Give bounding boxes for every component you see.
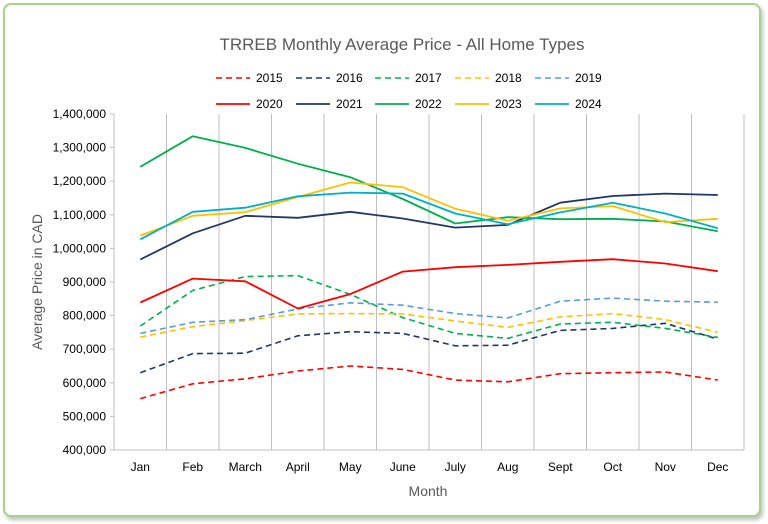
y-axis-ticks: 400,000 500,000 600,000 700,000 800,000 900,0… xyxy=(53,107,114,457)
x-tick-label: Aug xyxy=(497,460,518,474)
series-line-2020 xyxy=(139,258,718,310)
legend-label-2015: 2015 xyxy=(256,71,283,85)
series-line-2016 xyxy=(140,322,719,374)
legend-label-2024: 2024 xyxy=(575,97,602,111)
series-line-2019 xyxy=(140,297,718,335)
legend-label-2018: 2018 xyxy=(495,71,522,85)
y-axis-title: Average Price in CAD xyxy=(29,214,45,350)
x-tick-label: May xyxy=(339,460,362,474)
x-tick-label: July xyxy=(445,460,466,474)
x-tick-label: March xyxy=(229,460,262,474)
y-tick-label: 1,400,000 xyxy=(53,107,107,121)
legend-label-2023: 2023 xyxy=(495,97,522,111)
x-tick-label: Dec xyxy=(707,460,728,474)
y-tick-label: 1,300,000 xyxy=(53,141,107,155)
y-tick-label: 400,000 xyxy=(63,443,107,457)
series-line-2024 xyxy=(139,191,719,241)
y-tick-label: 500,000 xyxy=(63,409,107,423)
series-line-2021 xyxy=(139,192,718,261)
legend-label-2022: 2022 xyxy=(415,97,442,111)
x-tick-label: Nov xyxy=(655,460,676,474)
legend-label-2020: 2020 xyxy=(256,97,283,111)
y-tick-label: 700,000 xyxy=(63,342,107,356)
legend-label-2021: 2021 xyxy=(336,97,363,111)
chart-title: TRREB Monthly Average Price - All Home T… xyxy=(219,35,584,54)
legend-label-2017: 2017 xyxy=(415,71,442,85)
series-line-2018 xyxy=(140,312,718,338)
y-tick-label: 800,000 xyxy=(63,309,107,323)
series-line-2015 xyxy=(140,365,718,400)
x-tick-label: April xyxy=(286,460,310,474)
x-axis-ticks: Jan Feb March April May June July Aug Sept Oct Nov… xyxy=(131,460,729,474)
series-line-2017 xyxy=(139,274,718,340)
legend-label-2016: 2016 xyxy=(336,71,363,85)
y-tick-label: 1,000,000 xyxy=(53,241,107,255)
y-tick-label: 600,000 xyxy=(63,376,107,390)
x-tick-label: Oct xyxy=(603,460,622,474)
legend-label-2019: 2019 xyxy=(575,71,602,85)
x-tick-label: June xyxy=(390,460,416,474)
y-tick-label: 900,000 xyxy=(63,275,107,289)
y-tick-label: 1,100,000 xyxy=(53,208,107,222)
x-tick-label: Jan xyxy=(131,460,150,474)
x-tick-label: Feb xyxy=(182,460,203,474)
series-line-2023 xyxy=(139,181,718,237)
grid-lines xyxy=(113,114,745,451)
x-tick-label: Sept xyxy=(548,460,573,474)
y-tick-label: 1,200,000 xyxy=(53,174,107,188)
chart-frame xyxy=(3,3,761,517)
series-line-2022 xyxy=(139,135,718,233)
series-lines xyxy=(139,135,719,400)
legend: 2015 2016 2017 2018 2019 2020 2021 2022 2023 2024 xyxy=(216,71,602,111)
x-axis-title: Month xyxy=(409,483,448,499)
